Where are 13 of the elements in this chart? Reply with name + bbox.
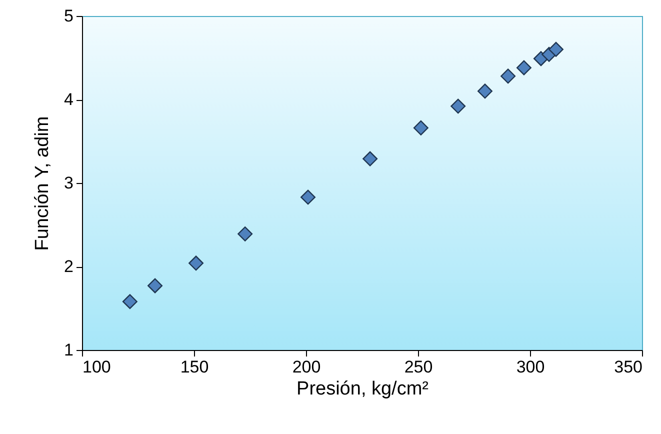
x-tick-label: 250	[404, 358, 433, 376]
x-tick-label: 100	[82, 358, 111, 376]
x-axis-title: Presión, kg/cm²	[296, 378, 428, 400]
x-tick-label: 200	[292, 358, 321, 376]
x-tick-label: 300	[516, 358, 545, 376]
x-tick-label: 150	[180, 358, 209, 376]
y-tick-label: 5	[64, 6, 74, 26]
y-tick-label: 2	[64, 257, 74, 276]
y-tick-label: 4	[64, 90, 74, 109]
y-axis-title: Función Y, adim	[32, 116, 54, 251]
y-tick-label: 3	[64, 174, 74, 192]
x-tick-label: 350	[614, 358, 642, 376]
y-tick-label: 1	[64, 340, 74, 360]
